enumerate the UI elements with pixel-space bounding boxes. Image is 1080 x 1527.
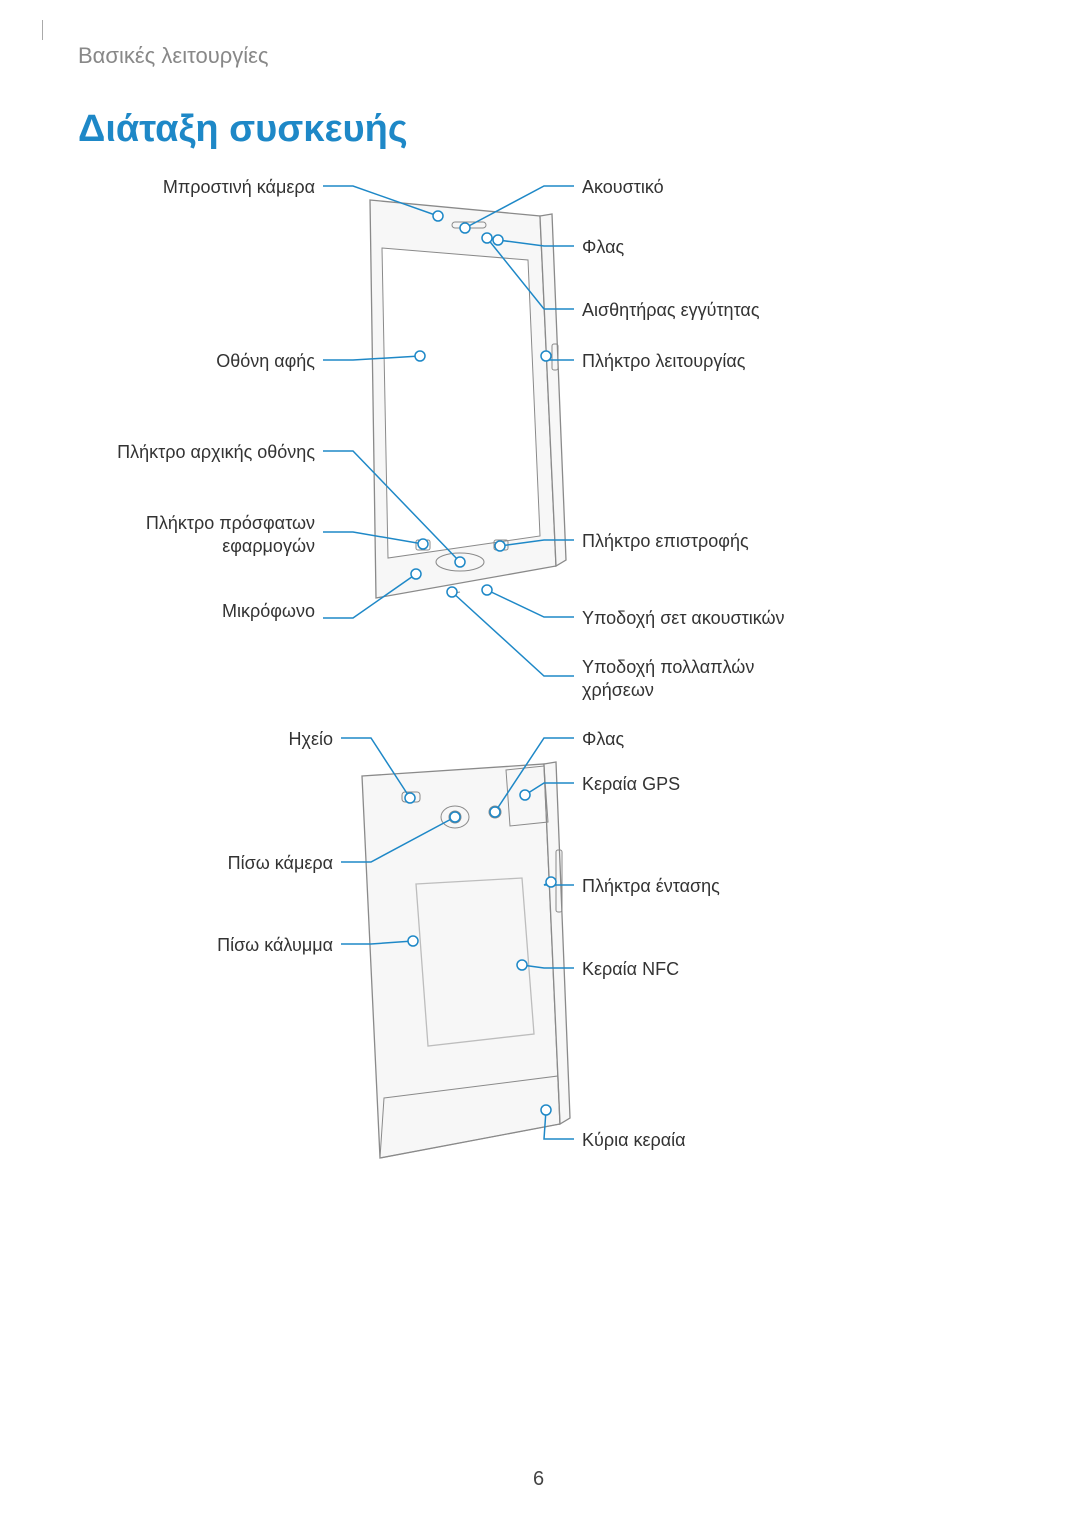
label-touchscreen: Οθόνη αφής [216, 350, 315, 373]
label-speaker: Ηχείο [289, 728, 333, 751]
label-back-key: Πλήκτρο επιστροφής [582, 530, 749, 553]
label-flash-back: Φλας [582, 728, 624, 751]
label-headset-jack: Υποδοχή σετ ακουστικών [582, 607, 785, 630]
label-earpiece: Ακουστικό [582, 176, 664, 199]
label-gps-antenna: Κεραία GPS [582, 773, 680, 796]
label-nfc-antenna: Κεραία NFC [582, 958, 679, 981]
device-diagram: .dev { fill:#f7f7f7; stroke:#8a8a8a; str… [0, 0, 1080, 1527]
label-microphone: Μικρόφωνο [222, 600, 315, 623]
label-home-key: Πλήκτρο αρχικής οθόνης [117, 441, 315, 464]
label-rear-camera: Πίσω κάμερα [228, 852, 333, 875]
back-device [362, 762, 570, 1158]
label-recents-key: Πλήκτρο πρόσφατων εφαρμογών [115, 512, 315, 559]
label-volume-keys: Πλήκτρα έντασης [582, 875, 720, 898]
label-power-key: Πλήκτρο λειτουργίας [582, 350, 745, 373]
front-device [370, 200, 566, 598]
label-front-camera: Μπροστινή κάμερα [163, 176, 315, 199]
label-multi-jack: Υποδοχή πολλαπλών χρήσεων [582, 656, 802, 703]
label-proximity: Αισθητήρας εγγύτητας [582, 299, 760, 322]
label-back-cover: Πίσω κάλυμμα [217, 934, 333, 957]
page-number: 6 [533, 1468, 544, 1491]
label-main-antenna: Κύρια κεραία [582, 1129, 686, 1152]
label-flash: Φλας [582, 236, 624, 259]
